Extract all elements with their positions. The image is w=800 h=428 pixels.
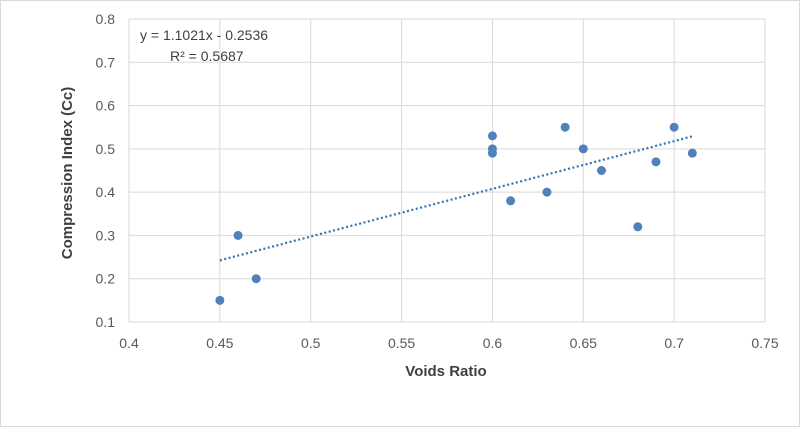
y-tick-label: 0.4 xyxy=(96,184,116,200)
y-tick-label: 0.7 xyxy=(96,54,116,70)
y-tick-label: 0.3 xyxy=(96,227,116,243)
data-points xyxy=(215,122,697,305)
data-point xyxy=(487,131,497,141)
gridlines xyxy=(128,18,766,323)
data-point xyxy=(233,230,243,240)
data-point xyxy=(596,166,606,175)
data-point xyxy=(669,122,679,132)
data-point xyxy=(542,187,552,197)
y-tick-label: 0.6 xyxy=(96,98,116,114)
data-point xyxy=(506,196,516,206)
trendline-path xyxy=(219,135,693,262)
y-tick-label: 0.5 xyxy=(96,141,116,157)
data-point xyxy=(487,148,497,158)
data-point xyxy=(251,274,261,284)
data-point xyxy=(651,157,661,167)
x-tick-labels: 0.4 0.45 0.5 0.55 0.6 0.65 0.7 0.75 xyxy=(119,335,779,351)
data-point xyxy=(687,148,697,158)
y-tick-label: 0.2 xyxy=(96,271,116,287)
y-axis-title: Compression Index (Cc) xyxy=(59,87,76,260)
x-tick-label: 0.75 xyxy=(751,335,778,351)
x-axis-title: Voids Ratio xyxy=(405,363,486,380)
y-tick-labels: 0.1 0.2 0.3 0.4 0.5 0.6 0.7 0.8 xyxy=(96,11,116,330)
trendline-equation: y = 1.1021x - 0.2536 xyxy=(140,27,268,43)
data-point xyxy=(215,295,225,305)
trendline-r-squared: R² = 0.5687 xyxy=(170,48,244,64)
x-tick-label: 0.5 xyxy=(301,335,321,351)
x-tick-label: 0.45 xyxy=(206,335,233,351)
x-tick-label: 0.4 xyxy=(119,335,139,351)
x-tick-label: 0.7 xyxy=(664,335,684,351)
x-tick-label: 0.65 xyxy=(570,335,597,351)
y-tick-label: 0.1 xyxy=(96,314,116,330)
data-point xyxy=(560,122,570,132)
data-point xyxy=(578,144,588,154)
x-tick-label: 0.6 xyxy=(483,335,503,351)
y-tick-label: 0.8 xyxy=(96,11,116,27)
trendline xyxy=(219,135,693,262)
data-point xyxy=(633,222,643,232)
x-tick-label: 0.55 xyxy=(388,335,415,351)
